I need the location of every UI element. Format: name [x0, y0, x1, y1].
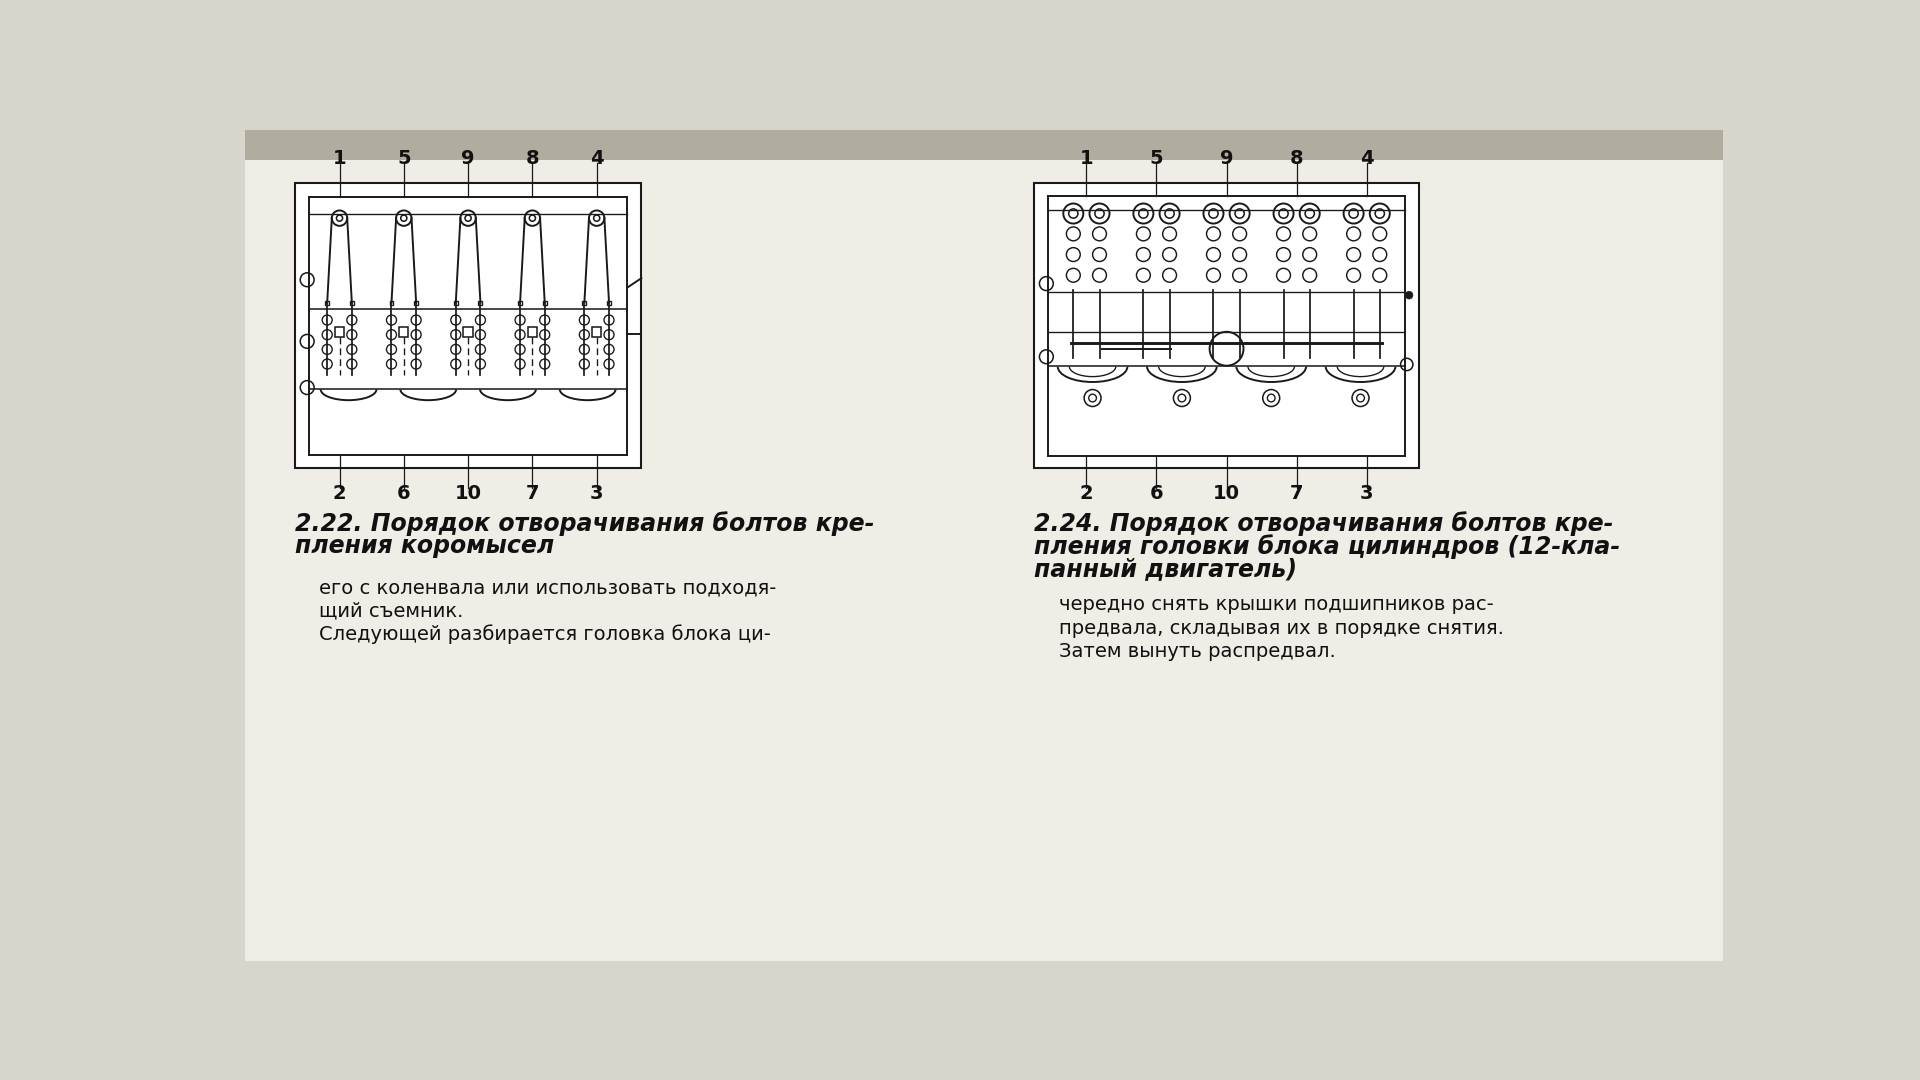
Text: 4: 4 [589, 149, 603, 168]
Text: 2.22. Порядок отворачивания болтов кре-: 2.22. Порядок отворачивания болтов кре- [296, 511, 874, 536]
Bar [582, 300, 586, 305]
Text: щий съемник.: щий съемник. [319, 602, 465, 621]
Bar [478, 300, 482, 305]
Bar [518, 300, 522, 305]
Text: его с коленвала или использовать подходя-: его с коленвала или использовать подходя… [319, 579, 778, 597]
Bar [415, 300, 419, 305]
Bar [390, 300, 394, 305]
Text: 10: 10 [455, 484, 482, 502]
Bar [591, 327, 601, 337]
Text: Затем вынуть распредвал.: Затем вынуть распредвал. [1058, 642, 1336, 661]
Text: 9: 9 [1219, 149, 1233, 168]
Text: 7: 7 [526, 484, 540, 502]
Text: 2: 2 [332, 484, 346, 502]
Bar [607, 300, 611, 305]
Text: 9: 9 [461, 149, 474, 168]
Bar [399, 327, 409, 337]
Text: 3: 3 [589, 484, 603, 502]
Text: 7: 7 [1290, 484, 1304, 502]
Bar [1035, 184, 1419, 469]
Text: 3: 3 [1359, 484, 1373, 502]
Text: 2: 2 [1079, 484, 1092, 502]
Bar [246, 130, 1722, 161]
Text: пления коромысел: пления коромысел [296, 534, 555, 558]
Text: чередно снять крышки подшипников рас-: чередно снять крышки подшипников рас- [1058, 595, 1494, 615]
Text: пления головки блока цилиндров (12-кла-: пления головки блока цилиндров (12-кла- [1035, 534, 1620, 558]
Bar [324, 300, 328, 305]
Text: 10: 10 [1213, 484, 1240, 502]
Bar [463, 327, 472, 337]
Bar [543, 300, 547, 305]
Text: 6: 6 [1150, 484, 1164, 502]
Text: 8: 8 [526, 149, 540, 168]
Text: Следующей разбирается головка блока ци-: Следующей разбирается головка блока ци- [319, 624, 772, 645]
Text: 8: 8 [1290, 149, 1304, 168]
Text: панный двигатель): панный двигатель) [1035, 557, 1298, 581]
Bar [349, 300, 353, 305]
Text: 2.24. Порядок отворачивания болтов кре-: 2.24. Порядок отворачивания болтов кре- [1035, 511, 1613, 536]
Text: 5: 5 [397, 149, 411, 168]
Bar [453, 300, 457, 305]
Text: 5: 5 [1150, 149, 1164, 168]
Text: 6: 6 [397, 484, 411, 502]
Text: 4: 4 [1359, 149, 1373, 168]
Text: предвала, складывая их в порядке снятия.: предвала, складывая их в порядке снятия. [1058, 619, 1503, 637]
Bar [528, 327, 538, 337]
Bar [296, 184, 641, 469]
Text: 1: 1 [1079, 149, 1092, 168]
Bar [334, 327, 344, 337]
Circle shape [1405, 292, 1413, 299]
Text: 1: 1 [332, 149, 346, 168]
